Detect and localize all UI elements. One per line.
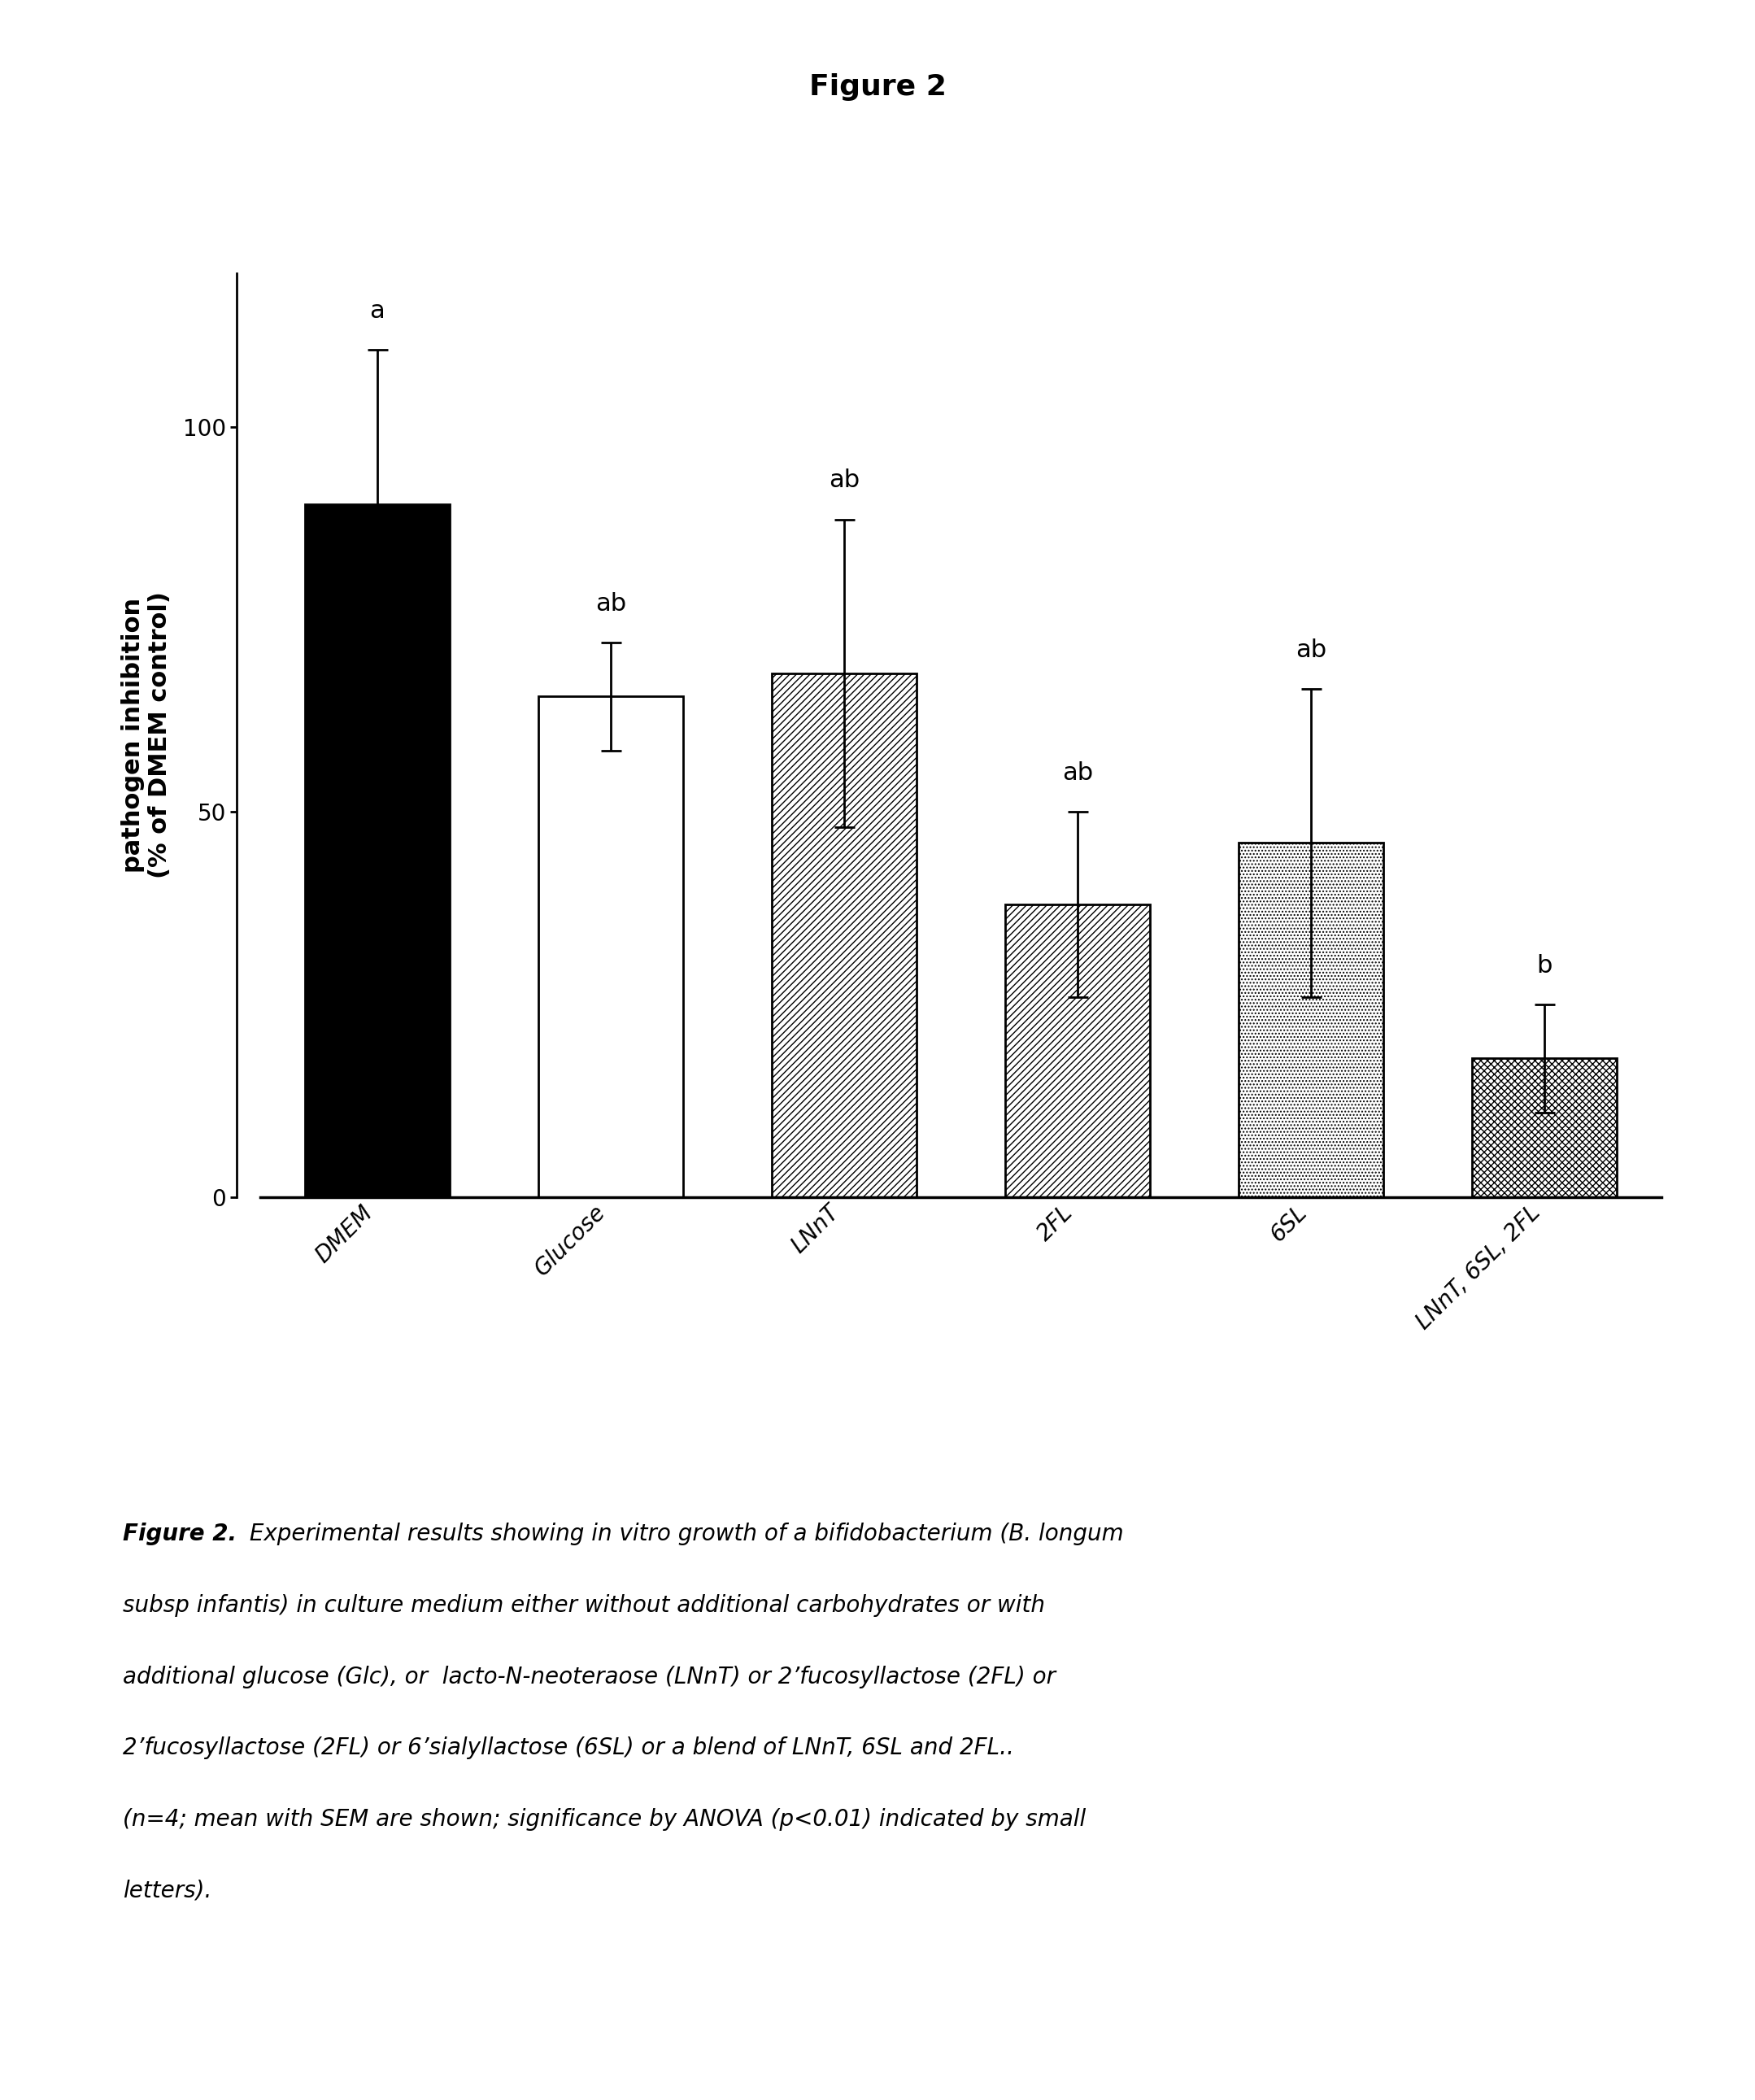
Text: letters).: letters). [123,1880,212,1903]
Text: (n=4; mean with SEM are shown; significance by ANOVA (p<0.01) indicated by small: (n=4; mean with SEM are shown; significa… [123,1808,1086,1831]
Bar [1472,1058,1616,1197]
Y-axis label: pathogen inhibition
(% of DMEM control): pathogen inhibition (% of DMEM control) [121,592,172,878]
Bar [305,504,449,1197]
Bar [772,674,916,1197]
Text: ab: ab [1062,762,1093,785]
Bar [1239,842,1383,1197]
Text: 2’fucosyllactose (2FL) or 6’sialyllactose (6SL) or a blend of LNnT, 6SL and 2FL.: 2’fucosyllactose (2FL) or 6’sialyllactos… [123,1737,1014,1760]
Text: ab: ab [828,468,860,491]
Text: Figure 2.: Figure 2. [123,1523,237,1546]
Text: b: b [1537,953,1553,979]
Bar [1006,905,1150,1197]
Text: a: a [369,300,384,323]
Text: Experimental results showing in vitro growth of a bifidobacterium (B. longum: Experimental results showing in vitro gr… [242,1523,1123,1546]
Text: subsp infantis) in culture medium either without additional carbohydrates or wit: subsp infantis) in culture medium either… [123,1594,1044,1617]
Text: ab: ab [1295,638,1327,662]
Text: Figure 2: Figure 2 [809,74,946,101]
Text: additional glucose (Glc), or  lacto-N-neoteraose (LNnT) or 2’fucosyllactose (2FL: additional glucose (Glc), or lacto-N-neo… [123,1665,1057,1688]
Text: ab: ab [595,592,627,615]
Bar [539,697,683,1197]
